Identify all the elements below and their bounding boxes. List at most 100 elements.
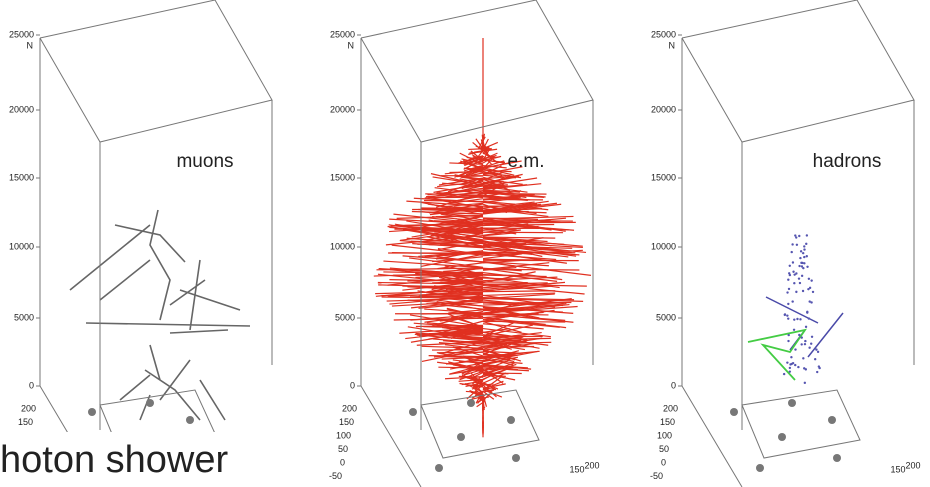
em-track [483,320,560,328]
hadron-hit [786,314,788,316]
tracks [70,38,843,437]
z-tick-label: 10000 [9,241,34,251]
hadron-hit [796,318,798,320]
hadron-hit [801,275,803,277]
hadron-hit [803,248,805,250]
hadron-hit [789,370,791,372]
y-tick-label: -50 [329,471,342,481]
hadron-hit [806,255,808,257]
ground-detector [788,399,796,407]
z-tick-label: 15000 [651,172,676,182]
hadron-hit [788,288,790,290]
em-track [483,321,565,322]
hadron-hit [794,364,796,366]
hadron-hit [787,340,789,342]
figure: N2500020000150001000050000200150muonsN25… [0,0,930,487]
hadron-hit [805,243,807,245]
em-track [437,352,483,353]
hadron-hit [808,347,810,349]
ground-detector [457,433,465,441]
ground-plane [742,390,860,458]
hadron-hit [792,261,794,263]
y-tick-label: 50 [338,444,348,454]
ground-detector [146,399,154,407]
hadron-hit [801,336,803,338]
y-tick-label: 200 [342,403,357,413]
caption: hoton shower [0,439,228,481]
hadron-hit [805,326,807,328]
hadron-hit [786,361,788,363]
z-tick-label: 20000 [9,104,34,114]
z-tick-label: 0 [29,380,34,390]
hadron-hit [796,244,798,246]
hadron-hit [806,266,808,268]
panel-label: hadrons [813,151,882,172]
hadron-hit [802,357,804,359]
hadron-hit [793,318,795,320]
z-tick-label: 25000 [9,29,34,39]
ground-detector [435,464,443,472]
ground-detector [186,416,194,424]
hadron-hit [808,317,810,319]
box-frame [682,0,914,487]
hadron-hit [802,252,804,254]
hadron-hit [787,317,789,319]
box-frame [40,0,272,487]
hadron-hit [789,265,791,267]
z-tick-label: 5000 [656,312,676,322]
hadron-hit [800,250,802,252]
hadron-hit [799,318,801,320]
hadron-hit [803,262,805,264]
hadron-hit [791,243,793,245]
y-tick-label: 200 [21,403,36,413]
z-tick-label: 15000 [330,172,355,182]
hadron-hit [797,366,799,368]
z-tick-label: 5000 [335,312,355,322]
hadron-hit [783,373,785,375]
panel-label: e.m. [508,151,545,172]
x-tick-label: 200 [905,460,920,470]
hadron-hit [804,340,806,342]
hadron-hit [809,300,811,302]
y-tick-label: 50 [659,444,669,454]
ground-detector [828,416,836,424]
x-tick-label: 150 [890,464,905,474]
hadron-hit [817,351,819,353]
panel: N2500020000150001000050000200150muons [9,0,272,487]
ground-detector [833,454,841,462]
ground-detector [507,416,515,424]
hadron-hit [803,367,805,369]
hadron-hit [799,257,801,259]
hadron-hit [798,265,800,267]
y-tick-label: 100 [657,430,672,440]
z-tick-label: 15000 [9,172,34,182]
hadron-hit [802,290,804,292]
ground-detector [756,464,764,472]
hadron-hit [806,311,808,313]
x-tick-label: 200 [584,460,599,470]
panel: N2500020000150001000050000200150100500-5… [650,0,921,487]
z-tick-label: 5000 [14,312,34,322]
hadron-hit [811,336,813,338]
hadron-hit [792,271,794,273]
hadron-hit [793,282,795,284]
hadron-hit [794,348,796,350]
em-track [483,291,555,292]
hadron-hit [803,245,805,247]
hadron-hit [812,291,814,293]
hadron-hit [798,334,800,336]
y-tick-label: 150 [660,417,675,427]
z-tick-label: 10000 [330,241,355,251]
hadron-hit [801,265,803,267]
ground-detector [778,433,786,441]
hadron-hit [791,300,793,302]
z-tick-label: 20000 [330,104,355,114]
y-tick-label: 150 [339,417,354,427]
panel-label: muons [176,151,233,172]
z-tick-label: 25000 [330,29,355,39]
y-tick-label: 0 [340,457,345,467]
hadron-hit [807,288,809,290]
hadron-hit [818,365,820,367]
hadron-hit [810,279,812,281]
axis-label: N [669,40,676,50]
